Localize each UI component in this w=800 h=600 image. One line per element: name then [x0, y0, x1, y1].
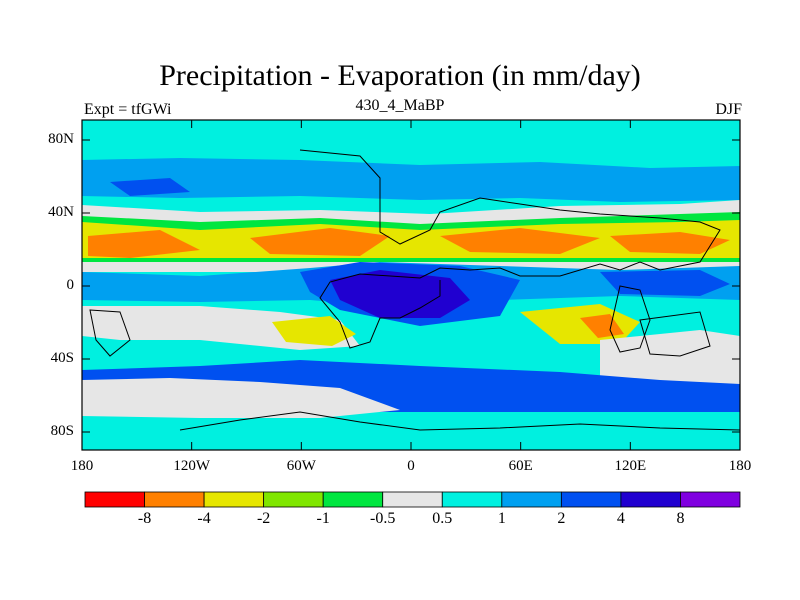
colorbar-swatch [560, 491, 622, 508]
latitude-tick-marks [82, 139, 740, 433]
contour-field [82, 120, 740, 450]
lon-tick-label: 0 [407, 458, 415, 474]
colorbar [84, 491, 741, 508]
lat-tick-label: 40N [48, 204, 74, 220]
north-atlantic-dry [250, 228, 390, 256]
lat-tick-label: 40S [50, 350, 74, 366]
north-pacific-dry [88, 230, 200, 258]
lon-tick-label: 120E [614, 458, 647, 474]
season-label: DJF [715, 101, 742, 118]
coastlines [89, 149, 740, 431]
south-atlantic-dry [272, 316, 356, 346]
lat-tick-label: 0 [66, 277, 75, 293]
longitude-tick-marks [81, 120, 741, 450]
north-midlat-band [82, 158, 740, 202]
lat-tick-label: 80N [48, 131, 74, 147]
colorbar-level-label: -8 [137, 510, 152, 527]
lon-tick-label: 60W [286, 458, 316, 474]
colorbar-swatch [144, 491, 205, 508]
period-label: 430_4_MaBP [355, 97, 445, 114]
colorbar-swatch [263, 491, 324, 508]
colorbar-swatch [84, 491, 145, 508]
west-pacific-wet [600, 270, 730, 296]
colorbar-level-label: 2 [557, 510, 566, 527]
colorbar-level-label: -4 [197, 510, 211, 527]
map-title: Precipitation - Evaporation (in mm/day) [159, 59, 641, 92]
lon-tick-label: 120W [173, 458, 210, 474]
colorbar-level-label: 1 [497, 510, 506, 527]
colorbar-level-label: 8 [676, 510, 685, 527]
colorbar-swatch [322, 491, 384, 508]
colorbar-swatch [203, 491, 265, 508]
colorbar-swatch [501, 491, 562, 508]
colorbar-swatch [620, 491, 681, 508]
experiment-label: Expt = tfGWi [84, 101, 172, 118]
north-asia-dry [610, 232, 730, 254]
colorbar-swatch [441, 491, 503, 508]
lon-tick-label: 180 [70, 458, 94, 474]
tropical-very-wet [330, 270, 470, 318]
colorbar-level-label: 0.5 [432, 510, 453, 527]
north-africa-dry [440, 228, 600, 254]
south-indian-dry-core [580, 314, 624, 338]
lat-tick-label: 80S [50, 423, 74, 439]
colorbar-level-label: -1 [316, 510, 330, 527]
north-pacific-blob [110, 178, 190, 196]
colorbar-level-label: 4 [616, 510, 625, 527]
lon-tick-label: 180 [728, 458, 752, 474]
lon-tick-label: 60E [508, 458, 533, 474]
polar-south [82, 418, 740, 450]
colorbar-swatch [382, 491, 443, 508]
antarctic-margin-grey [82, 378, 400, 420]
colorbar-level-label: -2 [256, 510, 271, 527]
colorbar-level-label: -0.5 [370, 510, 396, 527]
colorbar-swatch [680, 491, 741, 508]
